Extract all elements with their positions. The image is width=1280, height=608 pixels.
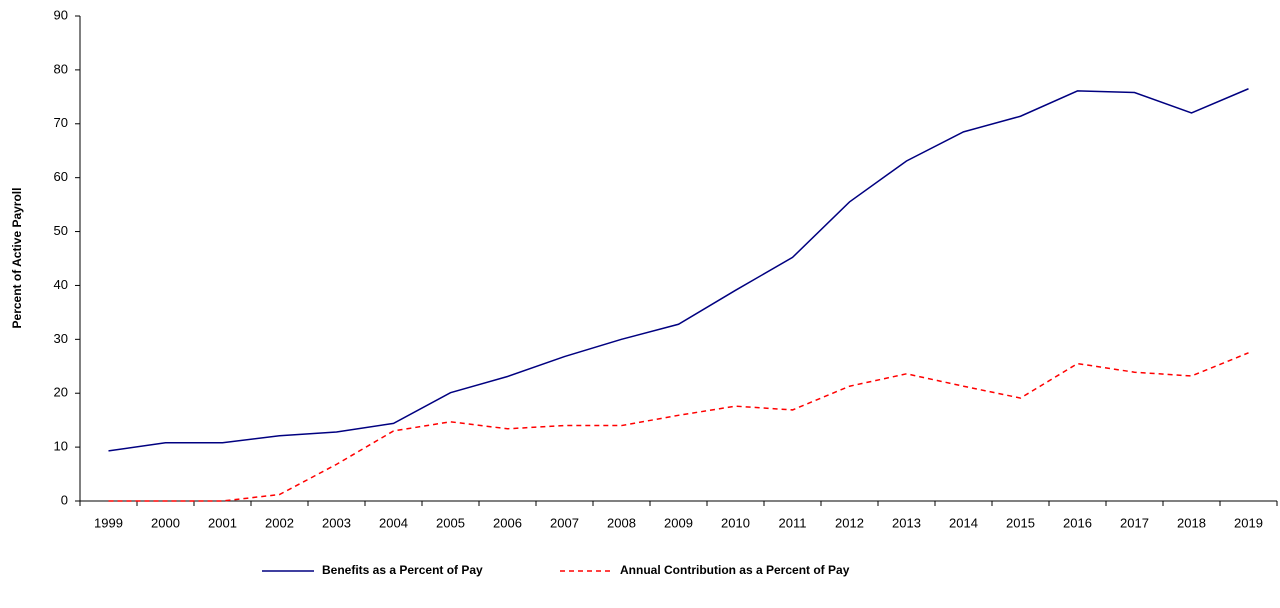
legend-label: Annual Contribution as a Percent of Pay	[620, 563, 850, 577]
x-tick-label: 2013	[892, 515, 921, 530]
x-tick-label: 2016	[1063, 515, 1092, 530]
x-tick-label: 2001	[208, 515, 237, 530]
y-tick-label: 90	[54, 7, 68, 22]
x-tick-label: 2017	[1120, 515, 1149, 530]
x-tick-label: 2007	[550, 515, 579, 530]
y-tick-label: 0	[61, 492, 68, 507]
legend-label: Benefits as a Percent of Pay	[322, 563, 483, 577]
x-tick-label: 2000	[151, 515, 180, 530]
x-tick-label: 2003	[322, 515, 351, 530]
y-tick-label: 20	[54, 385, 68, 400]
x-tick-label: 2004	[379, 515, 408, 530]
x-tick-label: 1999	[94, 515, 123, 530]
x-tick-label: 2019	[1234, 515, 1263, 530]
x-tick-label: 2015	[1006, 515, 1035, 530]
x-tick-label: 2006	[493, 515, 522, 530]
x-tick-label: 2005	[436, 515, 465, 530]
series-line	[108, 352, 1249, 502]
y-tick-label: 10	[54, 439, 68, 454]
x-tick-label: 2010	[721, 515, 750, 530]
y-tick-label: 50	[54, 223, 68, 238]
x-tick-label: 2009	[664, 515, 693, 530]
x-tick-label: 2014	[949, 515, 978, 530]
y-tick-label: 80	[54, 61, 68, 76]
x-tick-label: 2018	[1177, 515, 1206, 530]
series-line	[108, 88, 1249, 452]
x-tick-label: 2011	[779, 515, 807, 530]
y-tick-label: 70	[54, 115, 68, 130]
x-tick-label: 2012	[835, 515, 864, 530]
x-tick-label: 2002	[265, 515, 294, 530]
y-axis-title: Percent of Active Payroll	[10, 188, 24, 329]
y-tick-label: 60	[54, 169, 68, 184]
y-tick-label: 40	[54, 277, 68, 292]
y-tick-label: 30	[54, 331, 68, 346]
x-tick-label: 2008	[607, 515, 636, 530]
